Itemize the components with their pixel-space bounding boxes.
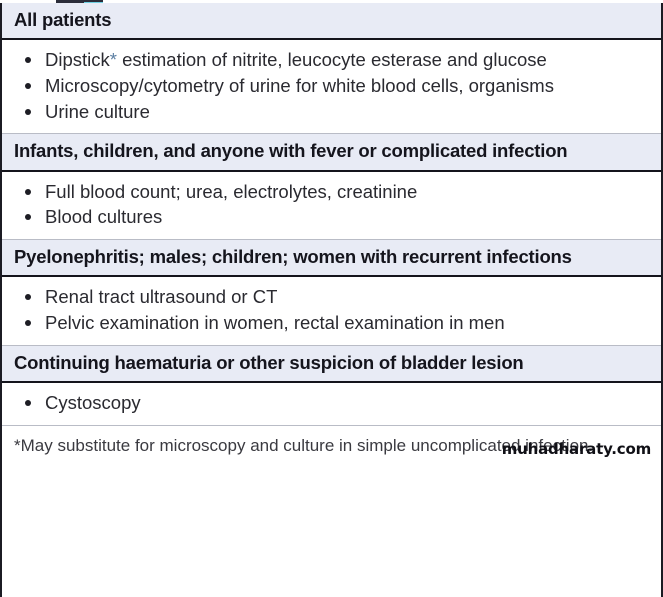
- list-item-text: Cystoscopy: [45, 392, 141, 414]
- bullet-dot-icon: [25, 188, 31, 195]
- table-right-border: [661, 3, 663, 597]
- bullet-dot-icon: [25, 57, 31, 64]
- section-heading-text: All patients: [14, 9, 112, 30]
- section-heading-text: Pyelonephritis; males; children; women w…: [14, 245, 572, 267]
- list-item: Renal tract ultrasound or CT: [14, 285, 649, 310]
- section-header-all-patients: All patients: [2, 3, 661, 41]
- section-header-haematuria: Continuing haematuria or other suspicion…: [2, 345, 661, 384]
- list-item-text: Full blood count; urea, electrolytes, cr…: [45, 180, 418, 202]
- bullet-list: Renal tract ultrasound or CT Pelvic exam…: [14, 285, 649, 335]
- bullet-dot-icon: [25, 400, 31, 407]
- section-content-haematuria: Cystoscopy: [2, 383, 661, 426]
- bullet-dot-icon: [25, 320, 31, 327]
- footnote-text: *May substitute for microscopy and cultu…: [14, 435, 594, 455]
- bullet-dot-icon: [25, 108, 31, 115]
- section-content-infants-children: Full blood count; urea, electrolytes, cr…: [2, 171, 661, 240]
- bullet-list: Dipstick* estimation of nitrite, leucocy…: [14, 48, 649, 124]
- bullet-list: Cystoscopy: [14, 391, 649, 416]
- watermark: muhadharaty.com: [501, 439, 651, 458]
- list-item: Urine culture: [14, 100, 649, 125]
- section-header-infants-children: Infants, children, and anyone with fever…: [2, 134, 661, 172]
- list-item-text: Dipstick: [45, 49, 110, 71]
- section-heading-text: Infants, children, and anyone with fever…: [14, 140, 568, 162]
- list-item: Full blood count; urea, electrolytes, cr…: [14, 180, 649, 205]
- list-item-text: Pelvic examination in women, rectal exam…: [45, 312, 505, 334]
- list-item-text: Urine culture: [45, 100, 150, 122]
- list-item: Pelvic examination in women, rectal exam…: [14, 311, 649, 336]
- section-content-all-patients: Dipstick* estimation of nitrite, leucocy…: [2, 40, 661, 135]
- bullet-list: Full blood count; urea, electrolytes, cr…: [14, 180, 649, 230]
- list-item: Blood cultures: [14, 205, 649, 230]
- list-item-text: Renal tract ultrasound or CT: [45, 286, 278, 308]
- footnote-row: *May substitute for microscopy and cultu…: [2, 425, 661, 462]
- table-body: All patients Dipstick* estimation of nit…: [2, 3, 661, 597]
- bullet-dot-icon: [25, 214, 31, 221]
- list-item-text: Blood cultures: [45, 206, 163, 228]
- table-left-border: [0, 3, 2, 597]
- list-item: Dipstick* estimation of nitrite, leucocy…: [14, 48, 649, 73]
- list-item: Cystoscopy: [14, 391, 649, 416]
- section-content-pyelonephritis: Renal tract ultrasound or CT Pelvic exam…: [2, 277, 661, 346]
- section-header-pyelonephritis: Pyelonephritis; males; children; women w…: [2, 239, 661, 278]
- list-item-text-continued: estimation of nitrite, leucocyte esteras…: [116, 49, 547, 71]
- list-item: Microscopy/cytometry of urine for white …: [14, 74, 649, 99]
- footnote-marker-icon: *: [109, 49, 117, 71]
- bullet-dot-icon: [25, 83, 31, 90]
- section-heading-text: Continuing haematuria or other suspicion…: [14, 351, 524, 373]
- list-item-text: Microscopy/cytometry of urine for white …: [45, 75, 554, 97]
- bullet-dot-icon: [25, 294, 31, 301]
